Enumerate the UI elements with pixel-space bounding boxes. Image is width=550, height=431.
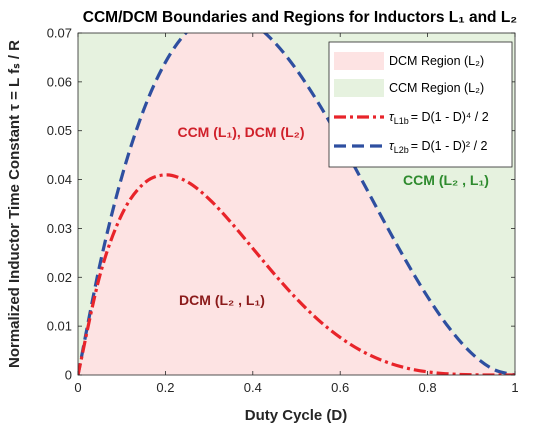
legend: DCM Region (L₂) CCM Region (L₂) τL1b = D(… [328, 41, 513, 168]
plot-frame [77, 32, 516, 376]
y-tick-label: 0.06 [47, 74, 72, 89]
x-tick-label: 0.2 [156, 380, 174, 395]
legend-label-l1b: τL1b = D(1 - D)⁴ / 2 [389, 110, 489, 126]
annotation-ccm-l1-dcm-l2: CCM (L₁), DCM (L₂) [177, 124, 304, 140]
y-tick-label: 0.02 [47, 270, 72, 285]
chart-title: CCM/DCM Boundaries and Regions for Induc… [83, 9, 517, 26]
x-tick-label: 0.6 [331, 380, 349, 395]
annotation-ccm-l2-l1: CCM (L₂ , L₁) [403, 172, 489, 188]
legend-tau-sub-l1b: L1b [394, 116, 409, 126]
y-tick-label: 0 [65, 368, 72, 383]
x-tick-label: 0 [74, 380, 81, 395]
y-axis-title: Normalized Inductor Time Constant τ = L … [6, 40, 23, 368]
x-axis: 0 0.2 0.4 0.6 0.8 1 [74, 33, 519, 395]
legend-label-dcm: DCM Region (L₂) [389, 54, 484, 68]
x-axis-title: Duty Cycle (D) [245, 407, 348, 424]
legend-label-l2b: τL2b = D(1 - D)² / 2 [389, 139, 488, 155]
legend-tau-symbol-l2b: τ [389, 139, 395, 153]
y-tick-label: 0.05 [47, 123, 72, 138]
legend-label-ccm: CCM Region (L₂) [389, 81, 484, 95]
x-tick-label: 0.8 [419, 380, 437, 395]
legend-swatch-dcm [334, 52, 384, 70]
annotation-dcm-l2-l1: DCM (L₂ , L₁) [179, 292, 265, 308]
x-tick-label: 0.4 [244, 380, 262, 395]
legend-tau-sub-l2b: L2b [394, 145, 409, 155]
y-tick-label: 0.04 [47, 172, 72, 187]
legend-swatch-ccm [334, 79, 384, 97]
y-axis: 0 0.01 0.02 0.03 0.04 0.05 0.06 0.07 [47, 26, 515, 383]
legend-tau-symbol-l1b: τ [389, 110, 395, 124]
y-tick-label: 0.03 [47, 221, 72, 236]
tau-l2b-curve [78, 33, 515, 375]
legend-formula-l1b: = D(1 - D)⁴ / 2 [411, 110, 489, 124]
dcm-region [78, 33, 515, 375]
tau-l1b-curve [78, 173, 515, 375]
y-tick-label: 0.01 [47, 319, 72, 334]
y-tick-label: 0.07 [47, 26, 72, 41]
x-tick-label: 1 [511, 380, 518, 395]
legend-formula-l2b: = D(1 - D)² / 2 [411, 139, 488, 153]
